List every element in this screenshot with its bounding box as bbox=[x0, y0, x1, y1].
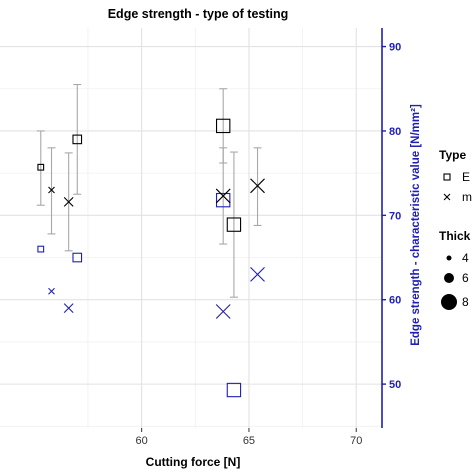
cross-stroke bbox=[443, 193, 451, 201]
grid-lines bbox=[0, 28, 382, 428]
legend-size-key bbox=[441, 294, 457, 310]
error-bar bbox=[229, 151, 238, 298]
x-tick-label: 60 bbox=[136, 435, 148, 447]
y-tick-label: 80 bbox=[389, 126, 401, 138]
cross-stroke bbox=[63, 303, 74, 314]
legend-type-title: Type bbox=[439, 148, 466, 162]
legend-type-label: E bbox=[462, 170, 470, 184]
error-bar bbox=[253, 147, 262, 227]
square-point bbox=[226, 217, 242, 232]
y-tick-label: 60 bbox=[389, 295, 401, 307]
square-point bbox=[72, 134, 83, 145]
error-bars bbox=[36, 83, 262, 298]
cross-point bbox=[63, 196, 74, 207]
cross-stroke bbox=[215, 304, 231, 319]
legend-thickness-title: Thick bbox=[439, 229, 471, 243]
x-tick-label: 65 bbox=[243, 435, 255, 447]
chart-title: Edge strength - type of testing bbox=[108, 7, 289, 21]
cross-point bbox=[215, 304, 231, 319]
cross-stroke bbox=[215, 188, 231, 204]
legend-thickness-label: 8 bbox=[462, 295, 469, 309]
legend-size-key bbox=[444, 273, 454, 283]
square-point bbox=[72, 252, 83, 263]
square-point bbox=[215, 192, 231, 208]
data-points bbox=[37, 118, 265, 398]
x-tick-label: 70 bbox=[350, 435, 362, 447]
axes: 50 60 70 80 90 60 65 70 bbox=[136, 28, 401, 447]
square-point bbox=[37, 163, 45, 171]
square-point bbox=[226, 382, 242, 398]
cross-stroke bbox=[250, 267, 265, 282]
cross-point bbox=[48, 287, 55, 295]
square-point bbox=[215, 118, 231, 134]
legend-square-key bbox=[443, 173, 451, 181]
square-point bbox=[37, 245, 45, 253]
error-bar bbox=[47, 147, 56, 235]
legend: Type Thick Em 4 6 8 bbox=[439, 148, 472, 310]
cross-stroke bbox=[250, 178, 265, 194]
cross-point bbox=[215, 188, 231, 204]
legend-size-key bbox=[446, 255, 452, 261]
cross-point bbox=[250, 267, 265, 282]
legend-type-label: m bbox=[462, 190, 472, 204]
cross-stroke bbox=[48, 186, 55, 194]
x-axis-label: Cutting force [N] bbox=[146, 455, 241, 469]
legend-thickness-label: 4 bbox=[462, 251, 469, 265]
y-tick-label: 90 bbox=[389, 42, 401, 54]
cross-point bbox=[63, 303, 74, 314]
cross-point bbox=[250, 178, 265, 194]
y-axis-label: Edge strength - characteristic value [N/… bbox=[410, 104, 422, 346]
cross-stroke bbox=[48, 287, 55, 295]
legend-cross-key bbox=[443, 193, 451, 201]
cross-stroke bbox=[63, 196, 74, 207]
error-bar bbox=[36, 130, 45, 206]
cross-point bbox=[48, 186, 55, 194]
legend-thickness-label: 6 bbox=[462, 271, 469, 285]
y-tick-label: 50 bbox=[389, 379, 401, 391]
y-tick-label: 70 bbox=[389, 210, 401, 222]
error-bar bbox=[73, 83, 82, 195]
